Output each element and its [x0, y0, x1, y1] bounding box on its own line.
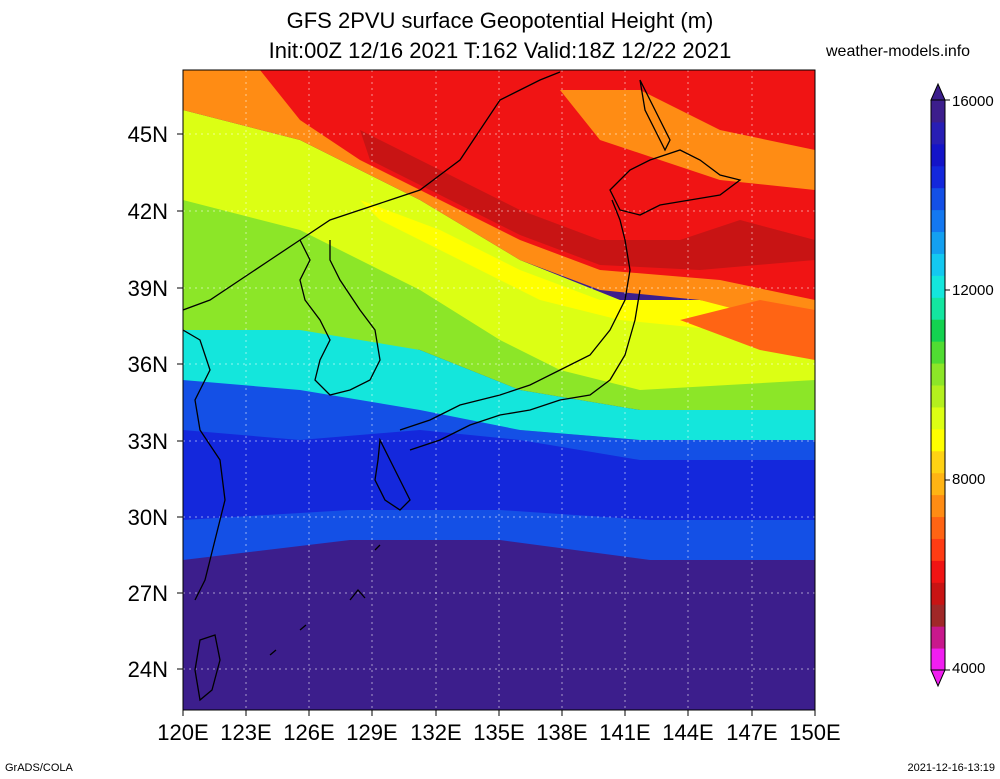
field-layer-yellow-bright	[360, 200, 815, 350]
colorbar-swatch	[931, 450, 945, 474]
colorbar-bottom-arrow	[930, 669, 946, 688]
colorbar-swatch	[931, 604, 945, 627]
lat-label-36n: 36N	[127, 352, 168, 377]
colorbar-swatch	[931, 538, 945, 561]
grid-lines	[183, 70, 815, 710]
lon-label-147e: 147E	[726, 720, 778, 745]
coastline-china-east	[183, 329, 226, 601]
colorbar-label-4000: 4000	[952, 660, 986, 677]
colorbar-frame	[930, 99, 946, 671]
lat-label-33n: 33N	[127, 429, 168, 454]
coastline-taiwan	[194, 634, 221, 702]
footer-timestamp: 2021-12-16-13:19	[907, 762, 995, 774]
coastline-ryukyu	[269, 544, 381, 656]
colorbar-swatch	[931, 100, 945, 123]
lon-label-135e: 135E	[473, 720, 525, 745]
colorbar-swatch	[931, 472, 945, 496]
lat-label-27n: 27N	[127, 581, 168, 606]
field-layer-orange-north	[560, 90, 815, 190]
coastline-korea	[299, 239, 381, 396]
colorbar-swatch	[931, 385, 945, 408]
colorbar-swatch	[931, 363, 945, 386]
site-label: weather-models.info	[826, 43, 971, 60]
colorbar-swatch	[931, 253, 945, 276]
colorbar-swatch	[931, 275, 945, 298]
lon-label-126e: 126E	[283, 720, 335, 745]
colorbar-swatch	[931, 626, 945, 649]
colorbar-swatch	[931, 297, 945, 320]
lon-label-129e: 129E	[346, 720, 398, 745]
coastline-hokkaido	[609, 149, 742, 216]
colorbar-swatch	[931, 143, 945, 167]
colorbar-label-8000: 8000	[952, 471, 986, 488]
colorbar-swatch	[931, 428, 945, 452]
coastline-mainland-asia	[183, 71, 561, 311]
lon-label-150e: 150E	[789, 720, 841, 745]
footer-software: GrADS/COLA	[5, 762, 73, 774]
colorbar-swatch	[931, 494, 945, 518]
coastline-honshu-south	[409, 289, 641, 451]
colorbar-swatch	[931, 121, 945, 145]
colorbar-swatch	[931, 582, 945, 605]
coastline-sakhalin	[639, 79, 671, 152]
colorbar-swatch	[931, 516, 945, 539]
colorbar-swatch	[931, 648, 945, 671]
lon-label-138e: 138E	[536, 720, 588, 745]
colorbar-swatch	[931, 231, 945, 254]
colorbar-label-12000: 12000	[952, 282, 994, 299]
lat-label-24n: 24N	[127, 657, 168, 682]
coastline-honshu	[399, 199, 631, 431]
colorbar-swatch	[931, 165, 945, 189]
colorbar-swatch	[931, 209, 945, 233]
lat-label-30n: 30N	[127, 505, 168, 530]
colorbar-top-arrow	[930, 82, 946, 101]
field-layer-red-dark	[360, 130, 815, 270]
colorbar-swatch	[931, 341, 945, 364]
colorbar-swatch	[931, 319, 945, 342]
coastlines	[183, 71, 742, 702]
lon-label-123e: 123E	[220, 720, 272, 745]
lat-label-45n: 45N	[127, 122, 168, 147]
lon-label-141e: 141E	[599, 720, 651, 745]
lon-label-120e: 120E	[157, 720, 209, 745]
lon-label-144e: 144E	[662, 720, 714, 745]
axis-ticks	[177, 133, 816, 716]
chart-subtitle: Init:00Z 12/16 2021 T:162 Valid:18Z 12/2…	[268, 38, 732, 63]
colorbar-swatch	[931, 560, 945, 583]
field-layer-orange-east	[680, 300, 815, 360]
lon-label-132e: 132E	[410, 720, 462, 745]
colorbar-swatch	[931, 187, 945, 211]
field-layer-blue-dark	[183, 430, 815, 520]
chart-title: GFS 2PVU surface Geopotential Height (m)	[286, 8, 714, 33]
colorbar-swatch	[931, 406, 945, 430]
colorbar	[930, 82, 950, 688]
coastline-kyushu	[374, 437, 411, 511]
geopotential-field	[183, 70, 815, 710]
colorbar-label-16000: 16000	[952, 93, 994, 110]
lat-label-39n: 39N	[127, 276, 168, 301]
lat-label-42n: 42N	[127, 199, 168, 224]
